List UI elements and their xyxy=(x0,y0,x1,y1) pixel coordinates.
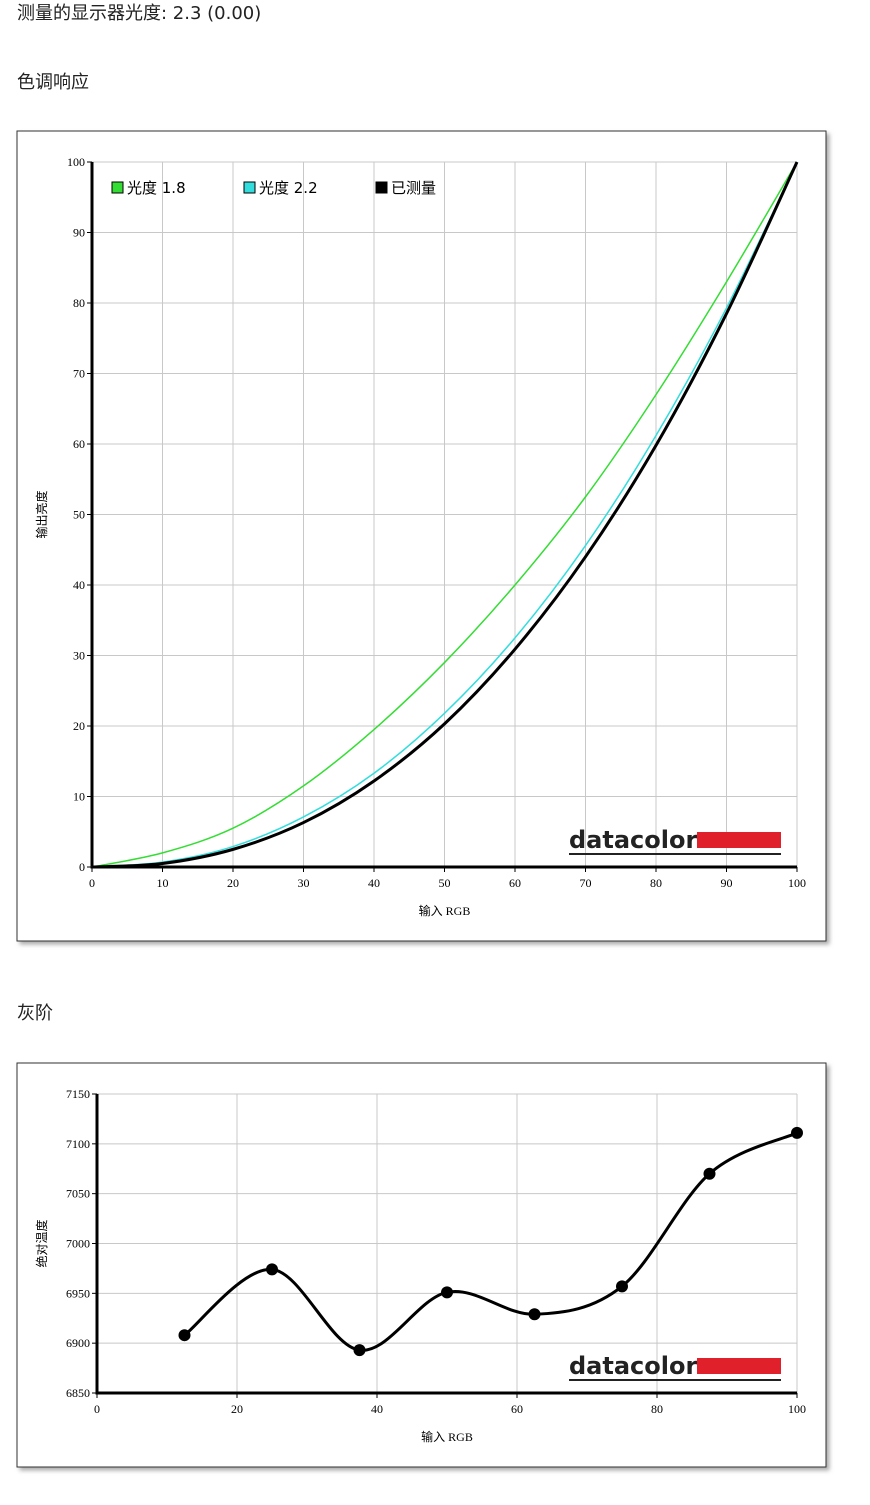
y-axis-label: 输出亮度 xyxy=(34,490,49,538)
legend-swatch xyxy=(243,181,256,194)
x-tick-label: 40 xyxy=(368,876,380,890)
point xyxy=(441,1286,453,1299)
x-tick-label: 30 xyxy=(298,876,310,890)
y-tick-label: 100 xyxy=(67,155,85,169)
x-tick-label: 80 xyxy=(650,876,662,890)
x-tick-label: 0 xyxy=(94,1402,100,1416)
x-axis-label: 输入 RGB xyxy=(421,1429,473,1444)
x-tick-label: 60 xyxy=(509,876,521,890)
y-tick-label: 90 xyxy=(73,226,85,240)
point xyxy=(178,1329,191,1342)
chart-frame xyxy=(16,130,827,942)
y-tick-label: 7000 xyxy=(66,1237,90,1251)
x-tick-label: 100 xyxy=(788,1402,806,1416)
x-tick-label: 80 xyxy=(651,1402,663,1416)
y-tick-label: 70 xyxy=(73,367,85,381)
y-tick-label: 7150 xyxy=(66,1087,90,1101)
y-tick-label: 20 xyxy=(73,719,85,733)
y-tick-label: 6950 xyxy=(66,1286,90,1300)
y-tick-label: 7050 xyxy=(66,1187,90,1201)
series-line xyxy=(183,1131,798,1352)
logo: datacolor xyxy=(569,1352,697,1380)
x-tick-label: 40 xyxy=(371,1402,383,1416)
x-axis-label: 输入 RGB xyxy=(419,903,471,918)
x-tick-label: 100 xyxy=(788,876,806,890)
legend-label: 已测量 xyxy=(391,179,436,197)
legend-label: 光度 1.8 xyxy=(127,179,186,197)
y-tick-label: 50 xyxy=(73,508,85,522)
point xyxy=(791,1126,803,1139)
x-tick-label: 60 xyxy=(511,1402,523,1416)
point xyxy=(616,1280,628,1293)
series-line xyxy=(91,161,798,868)
gamma-text: 测量的显示器光度: 2.3 (0.00) xyxy=(17,3,261,24)
x-tick-label: 70 xyxy=(580,876,592,890)
x-tick-label: 20 xyxy=(231,1402,243,1416)
legend-label: 光度 2.2 xyxy=(259,179,318,197)
chart-frame xyxy=(16,1062,827,1468)
section-title: 色调响应 xyxy=(17,72,89,93)
y-tick-label: 30 xyxy=(73,649,85,663)
point xyxy=(703,1167,716,1180)
logo: datacolor xyxy=(569,826,697,854)
point xyxy=(528,1308,541,1321)
x-tick-label: 90 xyxy=(721,876,733,890)
y-tick-label: 7100 xyxy=(66,1137,90,1151)
logo-bar xyxy=(697,832,781,848)
y-tick-label: 6900 xyxy=(66,1336,90,1350)
legend-swatch xyxy=(375,181,388,194)
x-tick-label: 50 xyxy=(439,876,451,890)
section-title: 灰阶 xyxy=(17,1003,53,1024)
x-tick-label: 10 xyxy=(157,876,169,890)
logo-bar xyxy=(697,1358,781,1374)
x-tick-label: 20 xyxy=(227,876,239,890)
x-tick-label: 0 xyxy=(89,876,95,890)
point xyxy=(353,1344,366,1357)
y-tick-label: 80 xyxy=(73,296,85,310)
y-tick-label: 10 xyxy=(73,790,85,804)
series-line xyxy=(91,161,799,869)
y-tick-label: 40 xyxy=(73,578,85,592)
legend-swatch xyxy=(111,181,124,194)
y-axis-label: 绝对温度 xyxy=(34,1219,49,1267)
series-line xyxy=(91,161,798,868)
point xyxy=(266,1263,278,1276)
y-tick-label: 6850 xyxy=(66,1386,90,1400)
y-tick-label: 0 xyxy=(79,860,85,874)
y-tick-label: 60 xyxy=(73,437,85,451)
